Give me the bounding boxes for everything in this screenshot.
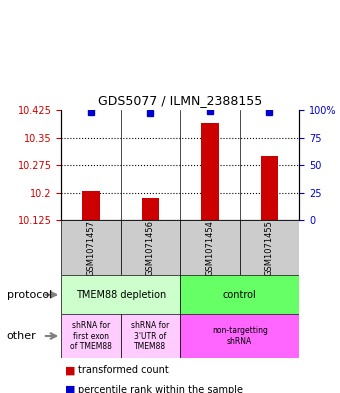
Bar <box>201 123 219 220</box>
Bar <box>260 156 278 220</box>
FancyBboxPatch shape <box>61 220 121 275</box>
Bar <box>141 198 159 220</box>
Text: non-targetting
shRNA: non-targetting shRNA <box>212 326 268 346</box>
Title: GDS5077 / ILMN_2388155: GDS5077 / ILMN_2388155 <box>98 94 262 107</box>
FancyBboxPatch shape <box>61 275 180 314</box>
Text: GSM1071454: GSM1071454 <box>205 220 215 275</box>
Text: percentile rank within the sample: percentile rank within the sample <box>78 385 243 393</box>
FancyBboxPatch shape <box>180 275 299 314</box>
Text: shRNA for
3'UTR of
TMEM88: shRNA for 3'UTR of TMEM88 <box>131 321 170 351</box>
Text: GSM1071456: GSM1071456 <box>146 220 155 275</box>
Text: other: other <box>7 331 36 341</box>
Text: shRNA for
first exon
of TMEM88: shRNA for first exon of TMEM88 <box>70 321 112 351</box>
FancyBboxPatch shape <box>180 220 240 275</box>
FancyBboxPatch shape <box>180 314 299 358</box>
Text: GSM1071455: GSM1071455 <box>265 220 274 275</box>
FancyBboxPatch shape <box>121 220 180 275</box>
Text: control: control <box>223 290 257 300</box>
Text: protocol: protocol <box>7 290 52 300</box>
Text: ■: ■ <box>65 385 75 393</box>
FancyBboxPatch shape <box>240 220 299 275</box>
Text: GSM1071457: GSM1071457 <box>86 220 96 275</box>
Bar <box>82 191 100 220</box>
FancyBboxPatch shape <box>121 314 180 358</box>
Text: ■: ■ <box>65 365 75 375</box>
Text: TMEM88 depletion: TMEM88 depletion <box>75 290 166 300</box>
Text: transformed count: transformed count <box>78 365 169 375</box>
FancyBboxPatch shape <box>61 314 121 358</box>
